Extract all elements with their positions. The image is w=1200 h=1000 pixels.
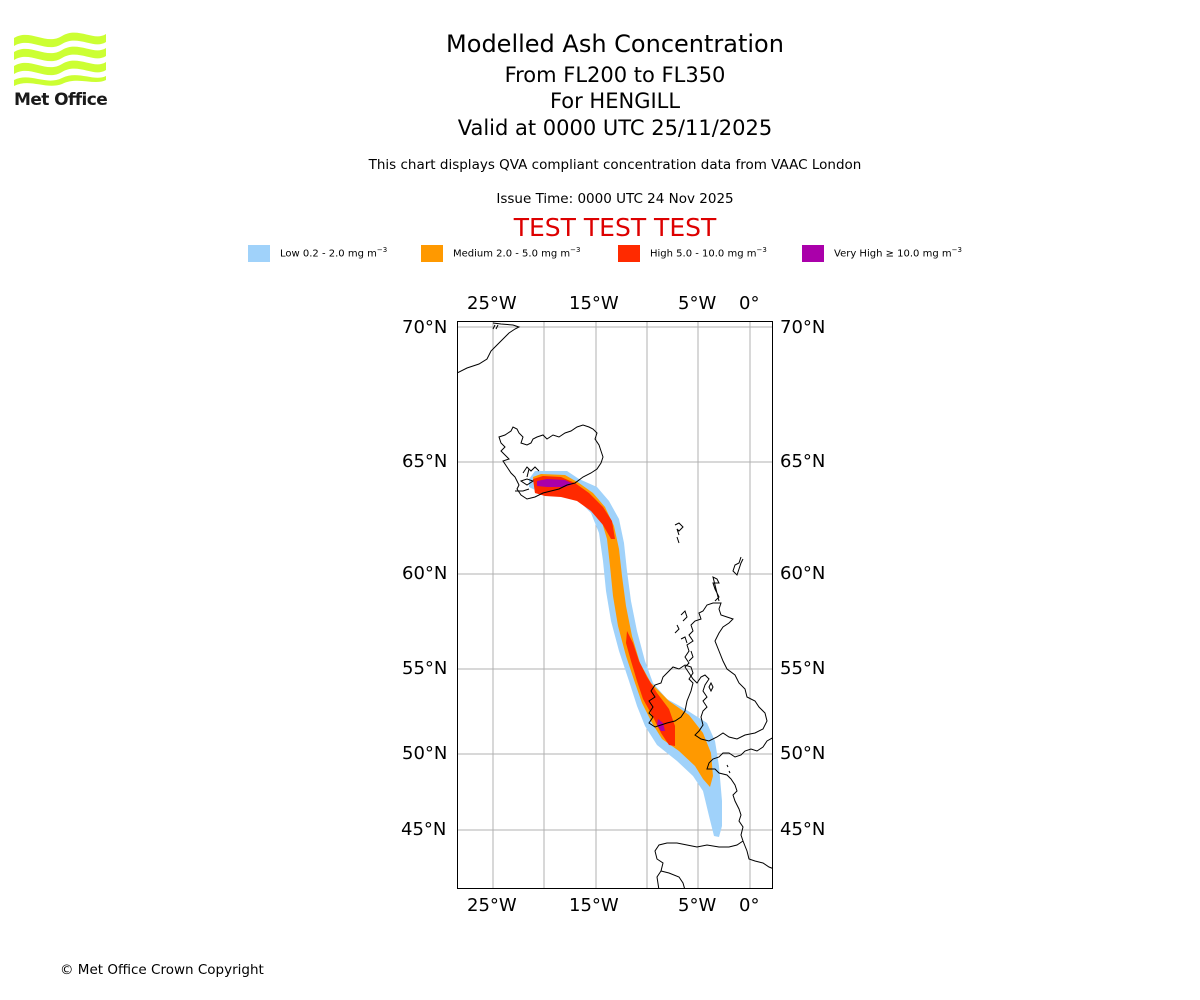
coastline-iceland xyxy=(498,424,604,500)
lon-label-top-15w: 15°W xyxy=(569,293,619,314)
coastline-reykjanes xyxy=(515,466,540,492)
lat-label-right-65n: 65°N xyxy=(780,451,826,472)
legend-text: Medium 2.0 - 5.0 mg m xyxy=(453,248,571,260)
lon-label-top-25w: 25°W xyxy=(467,293,517,314)
coastlines xyxy=(457,322,773,889)
lat-label-left-45n: 45°N xyxy=(401,819,447,840)
coastline-iberia xyxy=(654,840,773,889)
map-frame xyxy=(457,321,773,889)
legend-sup: −3 xyxy=(376,246,388,254)
valid-time: Valid at 0000 UTC 25/11/2025 xyxy=(457,116,773,140)
legend-swatch-very-high xyxy=(802,245,824,262)
volcano-name: For HENGILL xyxy=(549,89,681,113)
lat-label-right-50n: 50°N xyxy=(780,743,826,764)
lat-label-right-55n: 55°N xyxy=(780,658,826,679)
legend-label-medium: Medium 2.0 - 5.0 mg m−3 xyxy=(453,246,580,259)
lon-label-bottom-5w: 5°W xyxy=(678,895,717,916)
legend-label-low: Low 0.2 - 2.0 mg m−3 xyxy=(280,246,387,259)
test-banner: TEST TEST TEST xyxy=(513,213,717,242)
coastline-hebrides xyxy=(674,610,694,662)
lat-label-right-45n: 45°N xyxy=(780,819,826,840)
lat-label-right-60n: 60°N xyxy=(780,563,826,584)
legend-sup: −3 xyxy=(756,246,767,254)
lon-label-top-5w: 5°W xyxy=(678,293,717,314)
chart-title: Modelled Ash Concentration xyxy=(446,30,784,58)
legend-swatch-low xyxy=(248,245,270,262)
lon-label-bottom-25w: 25°W xyxy=(467,895,517,916)
legend-swatch-high xyxy=(618,245,640,262)
lat-label-left-60n: 60°N xyxy=(402,563,448,584)
legend-text: Low 0.2 - 2.0 mg m xyxy=(280,248,377,260)
ash-area-very-high xyxy=(537,479,573,487)
lon-label-top-0: 0° xyxy=(739,293,760,314)
coastline-shetland xyxy=(732,556,744,576)
flight-levels: From FL200 to FL350 xyxy=(504,63,726,87)
issue-time: Issue Time: 0000 UTC 24 Nov 2025 xyxy=(496,191,734,207)
copyright: © Met Office Crown Copyright xyxy=(60,962,264,978)
coastline-greenland xyxy=(457,322,521,374)
coastline-great-britain xyxy=(684,576,768,742)
ash-area-high xyxy=(626,631,675,746)
coastline-greenland-islet xyxy=(492,324,499,330)
legend-sup: −3 xyxy=(951,246,962,254)
legend-label-high: High 5.0 - 10.0 mg m−3 xyxy=(650,246,767,259)
source-note: This chart displays QVA compliant concen… xyxy=(368,157,862,173)
met-office-waves-icon xyxy=(14,32,106,86)
coastline-france xyxy=(706,736,773,842)
ash-area-high xyxy=(533,476,615,539)
coastline-faroe xyxy=(674,522,684,544)
lat-label-left-55n: 55°N xyxy=(402,658,448,679)
gridlines xyxy=(457,321,773,889)
legend-label-very-high: Very High ≥ 10.0 mg m−3 xyxy=(834,246,962,259)
lon-label-bottom-15w: 15°W xyxy=(569,895,619,916)
coastline-french-islet xyxy=(726,764,731,774)
legend-sup: −3 xyxy=(570,246,581,254)
coastline-isle-of-man xyxy=(708,681,714,693)
lat-label-left-70n: 70°N xyxy=(402,317,448,338)
ash-area-medium xyxy=(533,474,713,787)
coastline-ireland xyxy=(648,664,694,728)
lat-label-left-65n: 65°N xyxy=(402,451,448,472)
lat-label-left-50n: 50°N xyxy=(402,743,448,764)
legend-text: High 5.0 - 10.0 mg m xyxy=(650,248,757,260)
met-office-logo: Met Office xyxy=(14,30,108,112)
legend-swatch-medium xyxy=(421,245,443,262)
legend-text: Very High ≥ 10.0 mg m xyxy=(834,248,952,260)
ash-map[interactable] xyxy=(457,321,774,890)
lat-label-right-70n: 70°N xyxy=(780,317,826,338)
logo-text: Met Office xyxy=(14,90,108,110)
lon-label-bottom-0: 0° xyxy=(739,895,760,916)
